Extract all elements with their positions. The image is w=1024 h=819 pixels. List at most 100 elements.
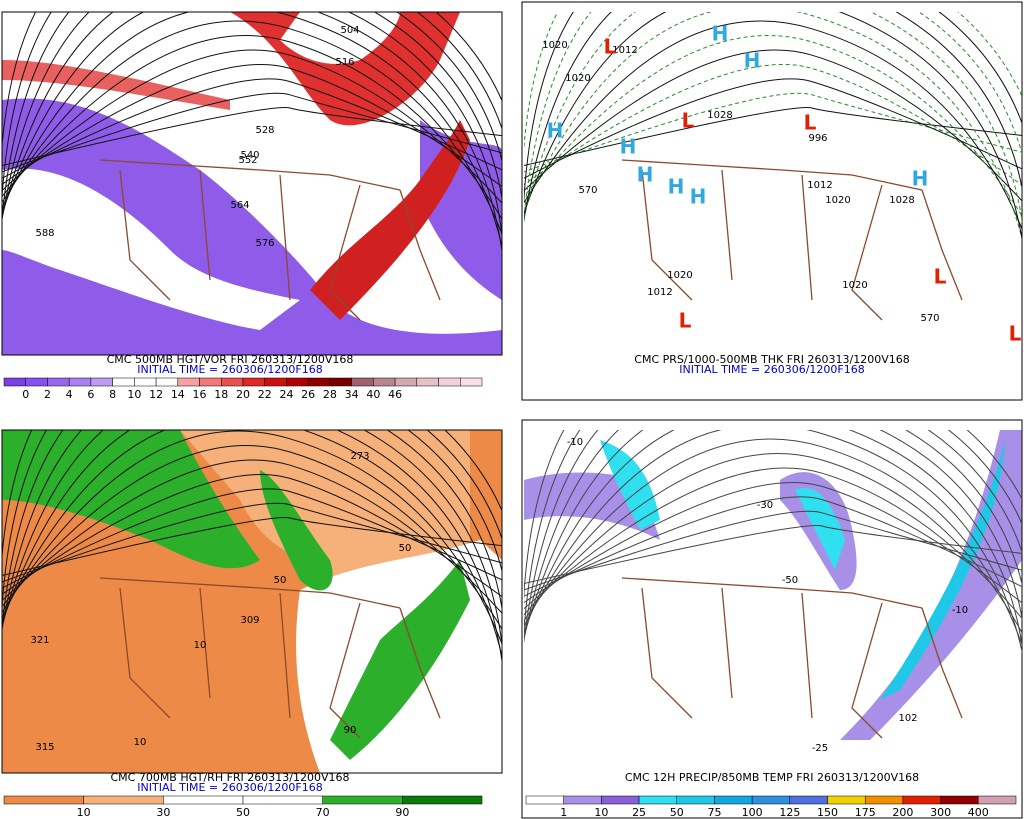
caption: CMC 500MB HGT/VOR FRI 260313/1200V168 bbox=[107, 353, 354, 366]
colorbar-label: 50 bbox=[236, 806, 250, 819]
colorbar-box bbox=[3, 795, 84, 805]
colorbar-box bbox=[307, 377, 331, 387]
contour-line bbox=[524, 467, 1022, 620]
contour-line bbox=[2, 430, 502, 646]
contour-line bbox=[2, 12, 502, 249]
contour-label: 1020 bbox=[542, 40, 567, 51]
colorbar-box bbox=[676, 795, 715, 805]
contour-label: 570 bbox=[578, 185, 597, 196]
contour-label: 540 bbox=[240, 150, 259, 161]
colorbar-box bbox=[460, 377, 483, 387]
contour-line bbox=[524, 438, 1022, 647]
colorbar-label: 75 bbox=[707, 806, 721, 819]
contour-label: -10 bbox=[567, 437, 583, 448]
contour-label: 1020 bbox=[825, 195, 850, 206]
contour-line bbox=[524, 510, 1022, 591]
pressure-center: L bbox=[682, 109, 695, 133]
colorbar-box bbox=[563, 795, 602, 805]
pressure-center: H bbox=[547, 119, 564, 143]
colorbar-label: 70 bbox=[316, 806, 330, 819]
contour-line bbox=[2, 78, 502, 179]
colorbar-label: 40 bbox=[366, 388, 380, 401]
contour-line bbox=[524, 49, 1022, 202]
colorbar-label: 300 bbox=[930, 806, 951, 819]
contour-line bbox=[524, 430, 1022, 602]
contour-line bbox=[2, 12, 502, 224]
contour-label: 309 bbox=[240, 615, 259, 626]
colorbar-label: 20 bbox=[236, 388, 250, 401]
contour-line bbox=[524, 12, 1022, 223]
colorbar-box bbox=[221, 377, 244, 387]
pressure-center: H bbox=[744, 49, 761, 73]
colorbar-box bbox=[112, 377, 135, 387]
contour-label: 1020 bbox=[565, 73, 590, 84]
contour-label: 552 bbox=[238, 155, 257, 166]
contour-label: 1028 bbox=[707, 110, 732, 121]
colorbar-label: 10 bbox=[594, 806, 608, 819]
contour-line bbox=[2, 488, 502, 589]
contour-line bbox=[2, 12, 502, 255]
contour-label: 1012 bbox=[647, 287, 672, 298]
contour-label: 1012 bbox=[807, 180, 832, 191]
contour-line bbox=[524, 430, 1022, 643]
colorbar-box bbox=[601, 795, 640, 805]
colorbar-box bbox=[286, 377, 309, 387]
contour-line bbox=[524, 453, 1022, 634]
contour-line bbox=[2, 92, 502, 173]
colorbar-box bbox=[902, 795, 941, 805]
contour-line bbox=[524, 78, 1022, 179]
colorbar-box bbox=[264, 377, 287, 387]
contour-line bbox=[2, 20, 502, 236]
contour-label: 576 bbox=[255, 238, 274, 249]
contour-line bbox=[2, 12, 502, 207]
colorbar-label: 200 bbox=[892, 806, 913, 819]
contour-line bbox=[2, 63, 502, 188]
colorbar-box bbox=[25, 377, 48, 387]
colorbar-box bbox=[827, 795, 866, 805]
contour-label: 1020 bbox=[842, 280, 867, 291]
colorbar-box bbox=[83, 795, 164, 805]
map-frame bbox=[1, 11, 503, 356]
pressure-center: L bbox=[1009, 322, 1022, 346]
contour-line bbox=[524, 430, 1022, 645]
colorbar-box bbox=[68, 377, 92, 387]
pressure-center: L bbox=[934, 265, 947, 289]
contour-label: 50 bbox=[399, 543, 412, 554]
colorbar-label: 6 bbox=[87, 388, 94, 401]
border-line bbox=[99, 577, 441, 739]
colorbar-box bbox=[714, 795, 753, 805]
colorbar-label: 28 bbox=[323, 388, 337, 401]
contour-line bbox=[2, 430, 502, 665]
contour-label: 516 bbox=[335, 57, 354, 68]
contour-line bbox=[2, 430, 502, 564]
contour-label: -50 bbox=[782, 575, 798, 586]
contour-label: 90 bbox=[344, 725, 357, 736]
border-line bbox=[621, 577, 963, 739]
colorbar-label: 46 bbox=[388, 388, 402, 401]
initial-time: INITIAL TIME = 260306/1200F168 bbox=[679, 363, 864, 376]
contour-label: 1020 bbox=[667, 270, 692, 281]
colorbar-box bbox=[322, 795, 403, 805]
pressure-center: H bbox=[668, 175, 685, 199]
colorbar-label: 100 bbox=[742, 806, 763, 819]
contour-line bbox=[524, 107, 1022, 167]
precip-field bbox=[524, 430, 1022, 773]
contour-line bbox=[2, 12, 502, 223]
pressure-center: H bbox=[620, 135, 637, 159]
contour-line bbox=[524, 20, 1022, 231]
contour-label: 528 bbox=[255, 125, 274, 136]
colorbar-label: 14 bbox=[171, 388, 185, 401]
colorbar-label: 1 bbox=[560, 806, 567, 819]
colorbar-box bbox=[3, 377, 26, 387]
contour-line bbox=[524, 430, 1022, 654]
contour-label: 273 bbox=[350, 451, 369, 462]
contour-label: 102 bbox=[898, 713, 917, 724]
border-line bbox=[99, 159, 441, 321]
contour-label: -30 bbox=[757, 500, 773, 511]
contour-label: -10 bbox=[952, 605, 968, 616]
contours bbox=[524, 430, 1022, 739]
colorbar-label: 18 bbox=[214, 388, 228, 401]
colorbar-box bbox=[438, 377, 461, 387]
colorbar-box bbox=[242, 795, 323, 805]
